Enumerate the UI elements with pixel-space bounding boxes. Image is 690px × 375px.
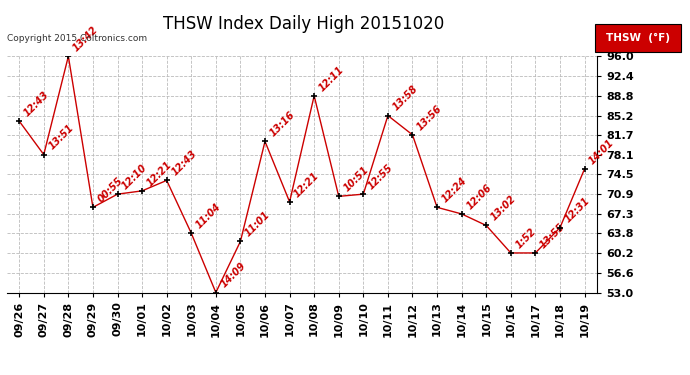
Text: 12:21: 12:21	[293, 170, 322, 199]
Text: 1:52: 1:52	[513, 226, 538, 250]
Text: 12:06: 12:06	[464, 182, 493, 211]
Text: 13:55: 13:55	[538, 221, 567, 250]
Text: 11:04: 11:04	[194, 201, 223, 230]
Text: 12:21: 12:21	[145, 159, 174, 188]
Text: Copyright 2015 Coltronics.com: Copyright 2015 Coltronics.com	[7, 34, 147, 43]
Text: 12:24: 12:24	[440, 176, 469, 204]
Text: THSW Index Daily High 20151020: THSW Index Daily High 20151020	[163, 15, 444, 33]
Text: 12:43: 12:43	[170, 149, 198, 178]
Text: THSW  (°F): THSW (°F)	[606, 33, 670, 44]
Text: 10:51: 10:51	[342, 165, 371, 194]
Text: 12:31: 12:31	[563, 196, 591, 225]
Text: 12:11: 12:11	[317, 64, 346, 93]
Text: 12:55: 12:55	[366, 162, 395, 191]
Text: 14:09: 14:09	[219, 261, 248, 290]
Text: 13:51: 13:51	[46, 123, 75, 152]
Text: 13:16: 13:16	[268, 110, 297, 139]
Text: 12:10: 12:10	[120, 162, 149, 191]
Text: 00:55: 00:55	[96, 176, 125, 204]
Text: 13:58: 13:58	[391, 84, 420, 113]
Text: 13:42: 13:42	[71, 25, 100, 54]
Text: 13:02: 13:02	[489, 194, 518, 223]
Text: 12:43: 12:43	[22, 89, 51, 118]
Text: 13:56: 13:56	[415, 103, 444, 132]
Text: 14:01: 14:01	[587, 137, 616, 166]
Text: 11:01: 11:01	[243, 210, 272, 238]
